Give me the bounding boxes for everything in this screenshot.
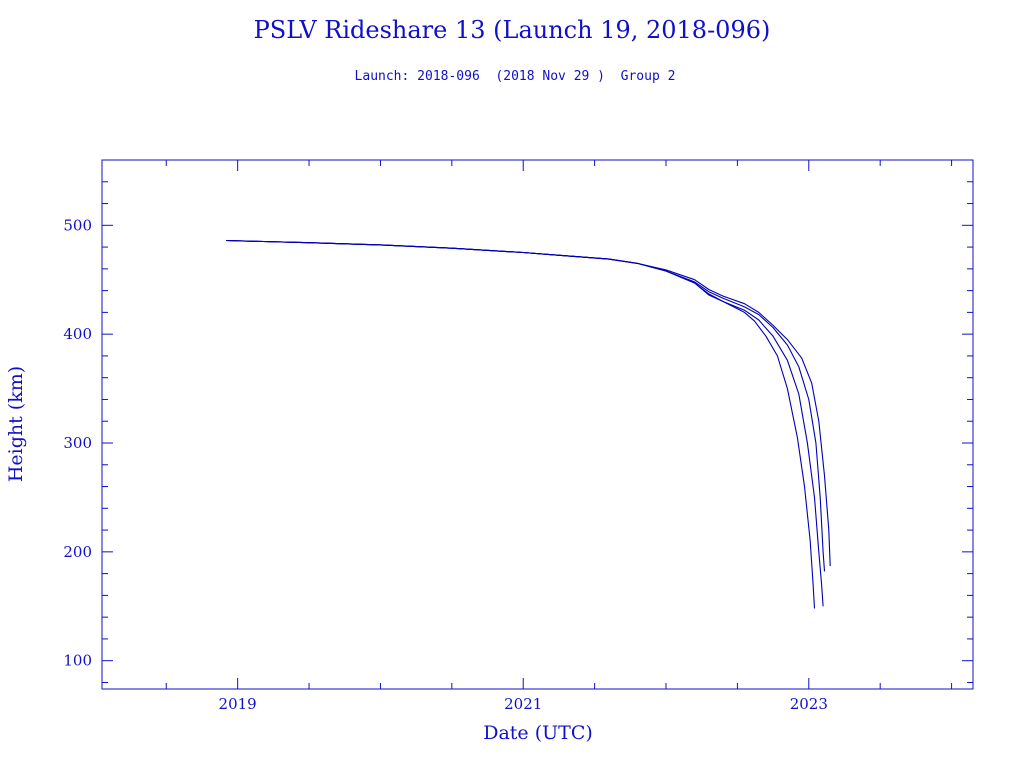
x-tick-label: 2019: [219, 695, 257, 713]
series-line-1: [226, 239, 816, 609]
series-line-4: [226, 239, 831, 567]
x-tick-label: 2023: [790, 695, 828, 713]
y-tick-label: 500: [63, 216, 92, 234]
y-tick-label: 400: [63, 325, 92, 343]
x-tick-label: 2021: [504, 695, 542, 713]
chart-title: PSLV Rideshare 13 (Launch 19, 2018-096): [254, 16, 771, 44]
series-line-2: [226, 239, 826, 572]
y-tick-label: 300: [63, 434, 92, 452]
x-axis: 2019 2021 2023: [165, 160, 953, 713]
y-axis: 100 200 300 400 500: [63, 159, 973, 683]
x-axis-label: Date (UTC): [483, 722, 593, 744]
plot-frame: [101, 159, 974, 690]
y-tick-label: 100: [63, 652, 92, 670]
series-line-3: [226, 239, 824, 607]
y-tick-label: 200: [63, 543, 92, 561]
chart-subtitle: Launch: 2018-096 (2018 Nov 29 ) Group 2: [355, 69, 676, 84]
series-layer: [226, 239, 831, 609]
y-axis-label: Height (km): [5, 366, 27, 482]
